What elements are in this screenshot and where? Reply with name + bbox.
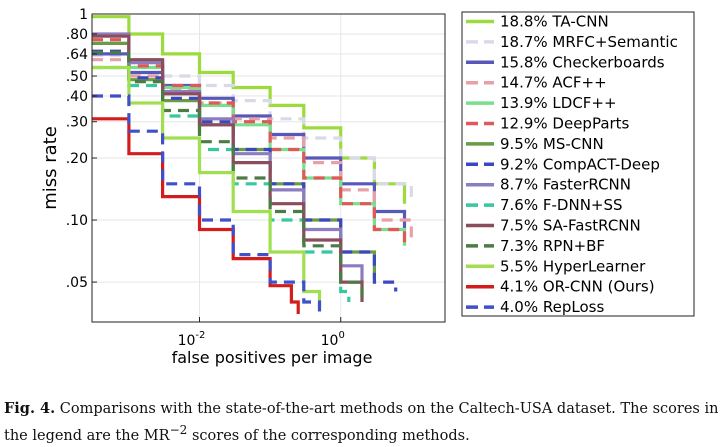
legend: 18.8% TA-CNN 18.7% MRFC+Semantic 15.8% Che… — [461, 11, 695, 317]
legend-label: 7.5% SA-FastRCNN — [500, 217, 641, 235]
legend-label: 15.8% Checkerboards — [500, 53, 665, 71]
x-tick-exponent: 0 — [338, 330, 344, 341]
figure-caption: Fig. 4. Comparisons with the state-of-th… — [4, 398, 724, 447]
legend-label: 5.5% HyperLearner — [500, 257, 646, 275]
series-line-6 — [92, 38, 407, 246]
caption-superscript: −2 — [169, 423, 188, 437]
caption-text-end: scores of the corresponding methods. — [191, 427, 470, 444]
legend-label: 18.8% TA-CNN — [500, 13, 609, 31]
series-line-13 — [92, 65, 322, 307]
x-tick-exponent: -2 — [195, 330, 205, 341]
y-tick-label: .80 — [66, 27, 88, 43]
legend-label: 8.7% FasterRCNN — [500, 176, 631, 194]
y-tick-label: 1 — [79, 7, 88, 23]
y-axis: 1 .80 .64 .50 .40 .30 .20 .10 .05 — [66, 7, 97, 291]
y-tick-label: .64 — [66, 47, 88, 63]
y-tick-label: .30 — [66, 115, 88, 131]
x-tick-label: 100 — [321, 330, 345, 349]
x-tick-base: 10 — [178, 333, 196, 349]
x-axis-label: false positives per image — [172, 348, 373, 367]
legend-label: 12.9% DeepParts — [500, 115, 630, 133]
x-axis: 10-2 100 — [178, 317, 345, 349]
y-tick-label: .20 — [66, 151, 88, 167]
legend-label: 13.9% LDCF++ — [500, 94, 617, 112]
series-layer — [92, 15, 413, 314]
legend-label: 7.3% RPN+BF — [500, 237, 605, 255]
y-axis-label: miss rate — [40, 126, 61, 210]
series-line-1 — [92, 15, 407, 204]
y-tick-label: .10 — [66, 213, 88, 229]
series-line-4 — [92, 58, 413, 240]
legend-label: 4.1% OR-CNN (Ours) — [500, 278, 655, 296]
y-tick-label: .40 — [66, 89, 88, 105]
plot-area — [91, 13, 446, 323]
x-tick-label: 10-2 — [178, 330, 206, 349]
x-tick-base: 10 — [321, 333, 339, 349]
legend-label: 4.0% RepLoss — [500, 298, 604, 316]
legend-box — [461, 11, 695, 317]
caption-text: Comparisons with the state-of-the-art me… — [4, 401, 719, 444]
legend-label: 18.7% MRFC+Semantic — [500, 33, 678, 51]
legend-label: 9.5% MS-CNN — [500, 135, 604, 153]
caption-label: Fig. 4. — [4, 400, 56, 417]
legend-label: 9.2% CompACT-Deep — [500, 155, 660, 173]
legend-label: 14.7% ACF++ — [500, 74, 607, 92]
y-tick-label: .50 — [66, 69, 88, 85]
y-tick-label: .05 — [66, 275, 88, 291]
legend-label: 7.6% F-DNN+SS — [500, 196, 623, 214]
series-line-12 — [92, 50, 364, 302]
